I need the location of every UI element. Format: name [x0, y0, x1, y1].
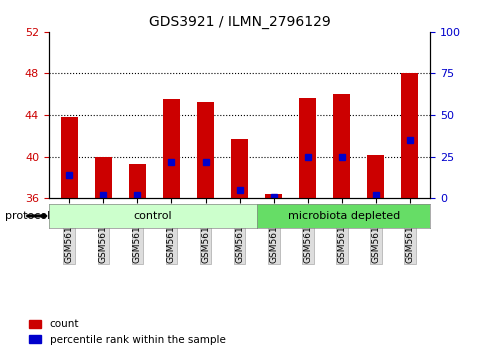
- Bar: [231, 139, 247, 198]
- Title: GDS3921 / ILMN_2796129: GDS3921 / ILMN_2796129: [148, 16, 330, 29]
- Bar: [95, 156, 112, 198]
- Bar: [299, 98, 316, 198]
- Bar: [333, 94, 349, 198]
- Bar: [401, 74, 418, 198]
- Bar: [366, 155, 384, 198]
- Bar: [264, 194, 282, 198]
- Text: protocol: protocol: [5, 211, 50, 221]
- Bar: [61, 117, 78, 198]
- Legend: count, percentile rank within the sample: count, percentile rank within the sample: [25, 315, 229, 349]
- Bar: [163, 99, 180, 198]
- Text: microbiota depleted: microbiota depleted: [287, 211, 399, 221]
- Text: control: control: [133, 211, 172, 221]
- Bar: [129, 164, 145, 198]
- Bar: [197, 102, 214, 198]
